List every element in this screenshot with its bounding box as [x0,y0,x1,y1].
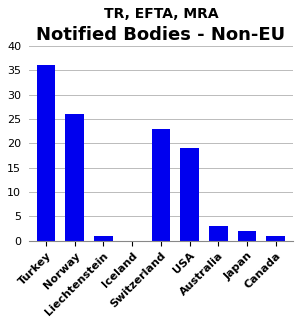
Bar [94,236,113,241]
Title: Notified Bodies - Non-EU: Notified Bodies - Non-EU [36,26,285,44]
Bar [65,114,84,241]
Bar [37,65,55,241]
Bar [152,129,170,241]
Bar [266,236,285,241]
Bar [209,226,228,241]
Text: TR, EFTA, MRA: TR, EFTA, MRA [103,7,218,21]
Bar [180,148,199,241]
Bar [238,231,256,241]
